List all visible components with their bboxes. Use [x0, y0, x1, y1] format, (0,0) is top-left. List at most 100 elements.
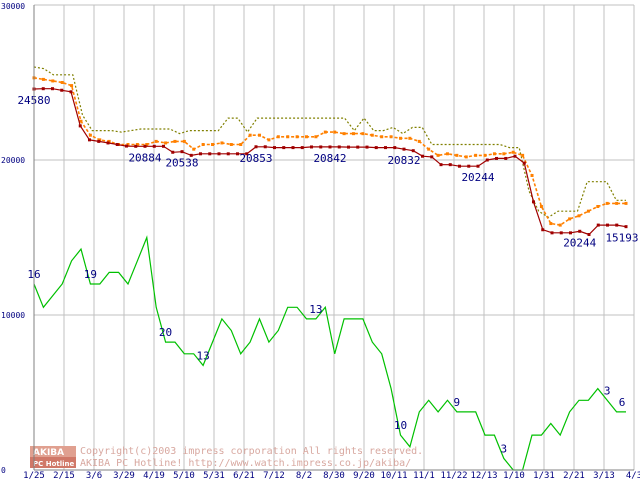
data-label-min: 20832	[387, 154, 420, 167]
series-point-min	[88, 138, 91, 142]
series-point-min	[476, 164, 480, 168]
series-point-avg	[314, 135, 318, 139]
series-point-min	[448, 163, 452, 167]
data-label-shops: 3	[604, 384, 611, 397]
series-point-avg	[549, 222, 553, 226]
series-point-avg	[464, 155, 468, 159]
x-tick-label: 3/29	[113, 471, 135, 480]
data-label-shops: 13	[309, 303, 322, 316]
series-point-avg	[145, 143, 149, 146]
data-label-min: 20538	[165, 157, 198, 170]
series-point-avg	[126, 143, 130, 146]
series-point-min	[282, 146, 286, 150]
series-point-min	[300, 146, 304, 150]
series-point-min	[513, 154, 517, 158]
y-tick-label: 0	[1, 466, 6, 475]
series-point-avg	[220, 141, 224, 145]
data-label-shops: 10	[394, 419, 407, 432]
logo-top-text: AKIBA	[33, 448, 64, 458]
series-point-min	[347, 145, 350, 149]
series-point-min	[402, 147, 406, 151]
copyright-text: Copyright(c)2003 impress corporation All…	[80, 446, 423, 457]
series-point-avg	[492, 152, 496, 156]
data-label-min: 20884	[128, 151, 161, 164]
series-point-min	[254, 145, 258, 149]
series-point-min	[430, 155, 434, 159]
data-label-shops: 6	[619, 396, 626, 409]
series-point-avg	[427, 147, 431, 151]
series-point-min	[541, 228, 545, 232]
logo-bottom-text: PC Hotline	[33, 460, 75, 468]
x-tick-label: 1/25	[23, 471, 45, 480]
series-point-avg	[182, 139, 186, 143]
series-point-avg	[342, 132, 346, 136]
series-point-avg	[502, 152, 506, 156]
series-point-avg	[361, 132, 365, 136]
series-point-avg	[436, 153, 440, 157]
series-point-avg	[98, 138, 102, 142]
series-point-avg	[192, 147, 196, 151]
series-point-avg	[624, 201, 628, 205]
grid	[33, 4, 635, 471]
series-point-avg	[107, 139, 111, 143]
data-label-shops: 19	[84, 268, 97, 281]
x-tick-label: 1/31	[533, 471, 555, 480]
data-label-shops: 20	[159, 326, 172, 339]
data-label-shops: 9	[454, 396, 461, 409]
series-point-avg	[295, 135, 299, 139]
series-point-avg	[474, 153, 478, 157]
y-tick-label: 10000	[1, 311, 25, 320]
series-point-min	[504, 156, 508, 160]
series-point-avg	[248, 133, 252, 137]
y-tick-label: 30000	[1, 2, 25, 11]
series-point-avg	[70, 84, 74, 88]
akiba-logo: AKIBA PC Hotline	[30, 446, 76, 468]
series-point-avg	[323, 130, 327, 134]
y-tick-label: 20000	[1, 156, 25, 165]
x-tick-label: 10/11	[380, 471, 407, 480]
series-point-avg	[276, 135, 280, 139]
series-point-min	[189, 153, 193, 157]
series-point-min	[578, 229, 582, 233]
series-point-min	[365, 145, 369, 149]
x-tick-label: 11/1	[413, 471, 435, 480]
data-label-min: 20842	[313, 152, 346, 165]
series-point-min	[319, 145, 323, 149]
x-tick-label: 5/31	[203, 471, 225, 480]
series-point-avg	[568, 217, 572, 221]
series-point-min	[97, 139, 101, 143]
series-point-avg	[135, 143, 139, 146]
series-point-min	[559, 231, 563, 235]
series-point-min	[115, 143, 119, 146]
series-point-min	[152, 144, 156, 148]
series-point-min	[532, 200, 535, 204]
series-point-avg	[408, 136, 412, 140]
series-point-avg	[586, 209, 590, 213]
series-point-min	[162, 144, 165, 148]
data-label-min: 15193	[605, 232, 638, 245]
series-point-avg	[445, 152, 449, 156]
series-point-avg	[51, 79, 55, 83]
series-point-min	[569, 231, 572, 235]
x-tick-label: 4/3	[626, 471, 640, 480]
series-point-min	[384, 146, 387, 150]
x-tick-label: 3/13	[593, 471, 615, 480]
series-point-min	[236, 152, 239, 156]
series-point-min	[273, 146, 276, 150]
data-label-shops: 3	[501, 442, 508, 455]
series-point-avg	[229, 143, 233, 146]
series-point-min	[106, 141, 110, 145]
series-point-min	[51, 87, 54, 91]
x-tick-label: 2/21	[563, 471, 585, 480]
x-tick-label: 7/12	[263, 471, 285, 480]
series-point-avg	[398, 136, 402, 140]
series-point-min	[143, 144, 147, 148]
series-point-avg	[267, 138, 271, 142]
series-line-max	[33, 66, 626, 219]
series-point-avg	[258, 133, 262, 137]
series-point-min	[495, 156, 498, 160]
series-point-min	[485, 158, 489, 162]
series-line-shops	[33, 235, 626, 471]
